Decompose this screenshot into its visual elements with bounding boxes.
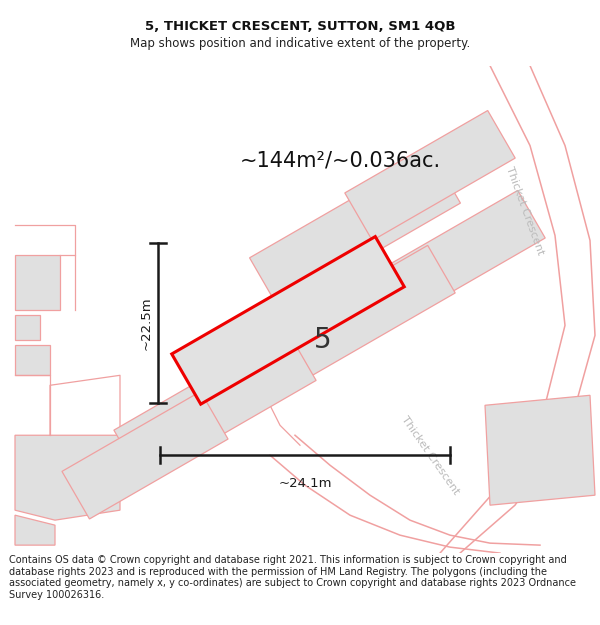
Polygon shape xyxy=(15,316,40,341)
Polygon shape xyxy=(114,330,316,481)
Text: Thicket Crescent: Thicket Crescent xyxy=(505,165,545,256)
Polygon shape xyxy=(375,191,545,321)
Text: Map shows position and indicative extent of the property.: Map shows position and indicative extent… xyxy=(130,38,470,50)
Text: 5: 5 xyxy=(314,326,332,354)
Text: ~22.5m: ~22.5m xyxy=(140,296,153,350)
Polygon shape xyxy=(62,391,228,519)
Polygon shape xyxy=(485,395,595,505)
Polygon shape xyxy=(285,246,455,376)
Polygon shape xyxy=(15,256,60,311)
Text: 5, THICKET CRESCENT, SUTTON, SM1 4QB: 5, THICKET CRESCENT, SUTTON, SM1 4QB xyxy=(145,21,455,33)
Polygon shape xyxy=(250,153,460,308)
Polygon shape xyxy=(15,346,50,375)
Polygon shape xyxy=(345,111,515,241)
Text: ~24.1m: ~24.1m xyxy=(278,478,332,490)
Text: Thicket Crescent: Thicket Crescent xyxy=(399,414,461,496)
Polygon shape xyxy=(172,237,404,404)
Polygon shape xyxy=(15,435,120,520)
Text: Contains OS data © Crown copyright and database right 2021. This information is : Contains OS data © Crown copyright and d… xyxy=(9,555,576,600)
Text: ~144m²/~0.036ac.: ~144m²/~0.036ac. xyxy=(240,151,441,171)
Polygon shape xyxy=(15,515,55,545)
